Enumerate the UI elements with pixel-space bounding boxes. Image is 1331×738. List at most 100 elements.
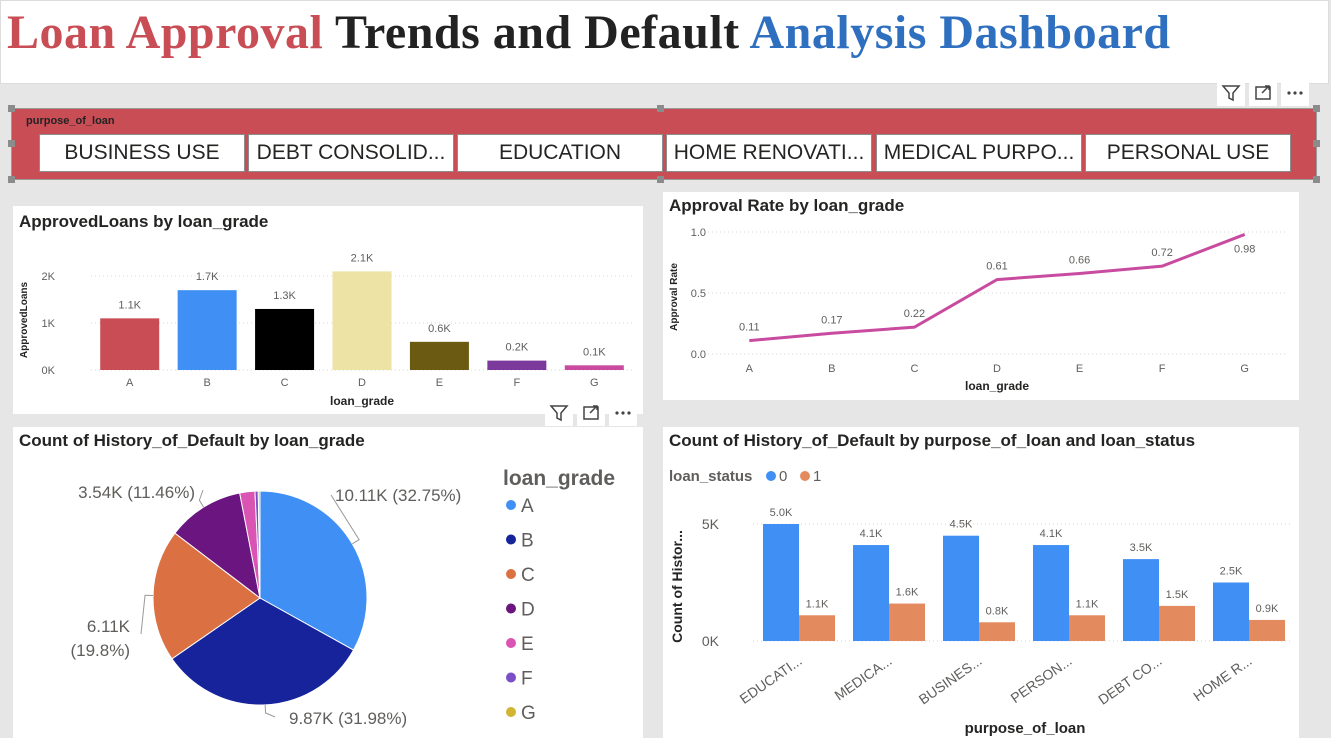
y-tick-label: 1.0 (691, 227, 706, 239)
y-tick-label: 5K (702, 516, 720, 532)
history-default-pie-card[interactable]: Count of History_of_Default by loan_grad… (13, 427, 643, 738)
slicer-item-education[interactable]: EDUCATION (457, 134, 663, 172)
legend-item-label[interactable]: 0 (779, 468, 787, 485)
more-options-icon[interactable] (1281, 80, 1309, 106)
legend-item-label[interactable]: D (521, 600, 535, 621)
legend-marker[interactable] (506, 603, 516, 614)
clustered-bar-chart: loan_status 0 1 0K 5K 5.0K 1.1K EDUCATI... 4.1K 1… (669, 468, 1293, 737)
resize-handle[interactable] (8, 176, 15, 183)
bar[interactable] (487, 360, 547, 370)
pie-slice[interactable] (171, 597, 355, 706)
legend-marker[interactable] (506, 534, 516, 545)
legend-marker[interactable] (506, 707, 516, 717)
clustered-title: Count of History_of_Default by purpose_o… (669, 431, 1196, 450)
data-label: 1.5K (1166, 589, 1189, 601)
resize-handle[interactable] (1313, 105, 1320, 112)
focus-mode-icon[interactable] (577, 400, 605, 426)
legend-marker[interactable] (506, 500, 516, 510)
filter-icon[interactable] (545, 400, 573, 426)
legend-marker[interactable] (506, 672, 516, 683)
legend-item-label[interactable]: A (521, 496, 534, 517)
bar[interactable] (255, 308, 315, 370)
bar[interactable] (799, 615, 835, 641)
legend-item-label[interactable]: C (521, 565, 535, 586)
legend-marker[interactable] (766, 471, 776, 481)
bar[interactable] (100, 318, 160, 370)
bar[interactable] (564, 365, 624, 370)
data-label: 0.2K (506, 342, 529, 354)
slicer-visual-header (1217, 80, 1309, 106)
approval-rate-chart: 0.0 0.5 1.0 0.11 A 0.17 B 0.22 C 0.61 D 0.66 E 0.72 F 0… (669, 227, 1286, 393)
approved-loans-card[interactable]: ApprovedLoans by loan_grade 0K 1K 2K 1.1K A 1… (13, 206, 643, 414)
legend-marker[interactable] (506, 569, 516, 579)
y-tick-label: 2K (42, 271, 56, 283)
resize-handle[interactable] (657, 176, 664, 183)
slicer-item-business-use[interactable]: BUSINESS USE (39, 134, 245, 172)
legend-item-label[interactable]: 1 (813, 468, 821, 485)
resize-handle[interactable] (1313, 176, 1320, 183)
data-label: 4.1K (860, 528, 883, 540)
data-label: 4.1K (1040, 528, 1063, 540)
x-tick-label: G (1240, 363, 1249, 375)
slicer-item-medical[interactable]: MEDICAL PURPO... (876, 134, 1082, 172)
data-label: 0.66 (1069, 254, 1090, 266)
legend-item-label[interactable]: G (521, 703, 536, 724)
pie-slice[interactable] (257, 490, 261, 599)
legend-marker[interactable] (506, 638, 516, 648)
y-tick-label: 0.5 (691, 288, 706, 300)
slicer-item-personal-use[interactable]: PERSONAL USE (1085, 134, 1291, 172)
legend-item-label[interactable]: F (521, 669, 533, 690)
x-tick-label: B (203, 377, 210, 389)
bar[interactable] (1123, 559, 1159, 641)
bar[interactable] (1033, 545, 1069, 641)
y-tick-label: 1K (42, 318, 56, 330)
slicer-item-home-renovation[interactable]: HOME RENOVATI... (666, 134, 872, 172)
pie-chart: 10.11K (32.75%) 9.87K (31.98%) 6.11K (19.8%… (70, 467, 615, 728)
legend-marker[interactable] (800, 471, 810, 481)
pie-title: Count of History_of_Default by loan_grad… (19, 431, 365, 450)
pie-slice[interactable] (259, 490, 368, 651)
resize-handle[interactable] (8, 140, 15, 147)
y-axis-title: Count of Histor... (669, 530, 685, 643)
focus-mode-icon[interactable] (1249, 80, 1277, 106)
x-axis-title: loan_grade (965, 379, 1029, 393)
bar[interactable] (763, 524, 799, 641)
approval-rate-card[interactable]: Approval Rate by loan_grade 0.0 0.5 1.0 0.1… (663, 192, 1299, 400)
bar[interactable] (177, 290, 237, 370)
bar[interactable] (1069, 615, 1105, 641)
data-label: 1.1K (1076, 598, 1099, 610)
series-line[interactable] (749, 233, 1246, 343)
legend-item-label[interactable]: E (521, 634, 534, 655)
data-label: 2.1K (351, 252, 374, 264)
resize-handle[interactable] (657, 105, 664, 112)
bar[interactable] (943, 535, 979, 641)
data-label: 0.22 (904, 308, 925, 320)
bar[interactable] (979, 622, 1015, 641)
bar[interactable] (1159, 605, 1195, 641)
approval-rate-title: Approval Rate by loan_grade (669, 196, 905, 215)
bar[interactable] (853, 545, 889, 641)
resize-handle[interactable] (8, 105, 15, 112)
x-tick-label: DEBT CO... (1095, 652, 1165, 707)
bar[interactable] (1249, 619, 1285, 641)
data-label: 0.61 (986, 261, 1007, 273)
history-default-purpose-card[interactable]: Count of History_of_Default by purpose_o… (663, 427, 1299, 738)
x-tick-label: EDUCATI... (737, 652, 805, 706)
data-label: 2.5K (1220, 566, 1243, 578)
resize-handle[interactable] (1313, 140, 1320, 147)
filter-icon[interactable] (1217, 80, 1245, 106)
data-label: 1.1K (806, 598, 829, 610)
legend-item-label[interactable]: B (521, 531, 534, 552)
more-options-icon[interactable] (609, 400, 637, 426)
data-label: 1.6K (896, 587, 919, 599)
bar[interactable] (332, 271, 392, 370)
x-tick-label: HOME R... (1190, 652, 1255, 704)
slicer-item-debt-consolidation[interactable]: DEBT CONSOLID... (248, 134, 454, 172)
bar[interactable] (889, 603, 925, 641)
purpose-of-loan-slicer: purpose_of_loan BUSINESS USE DEBT CONSOL… (8, 105, 1320, 183)
leader-line (198, 489, 205, 508)
x-tick-label: F (1159, 363, 1166, 375)
bar[interactable] (1213, 582, 1249, 642)
x-tick-label: E (436, 377, 443, 389)
bar[interactable] (409, 341, 469, 370)
